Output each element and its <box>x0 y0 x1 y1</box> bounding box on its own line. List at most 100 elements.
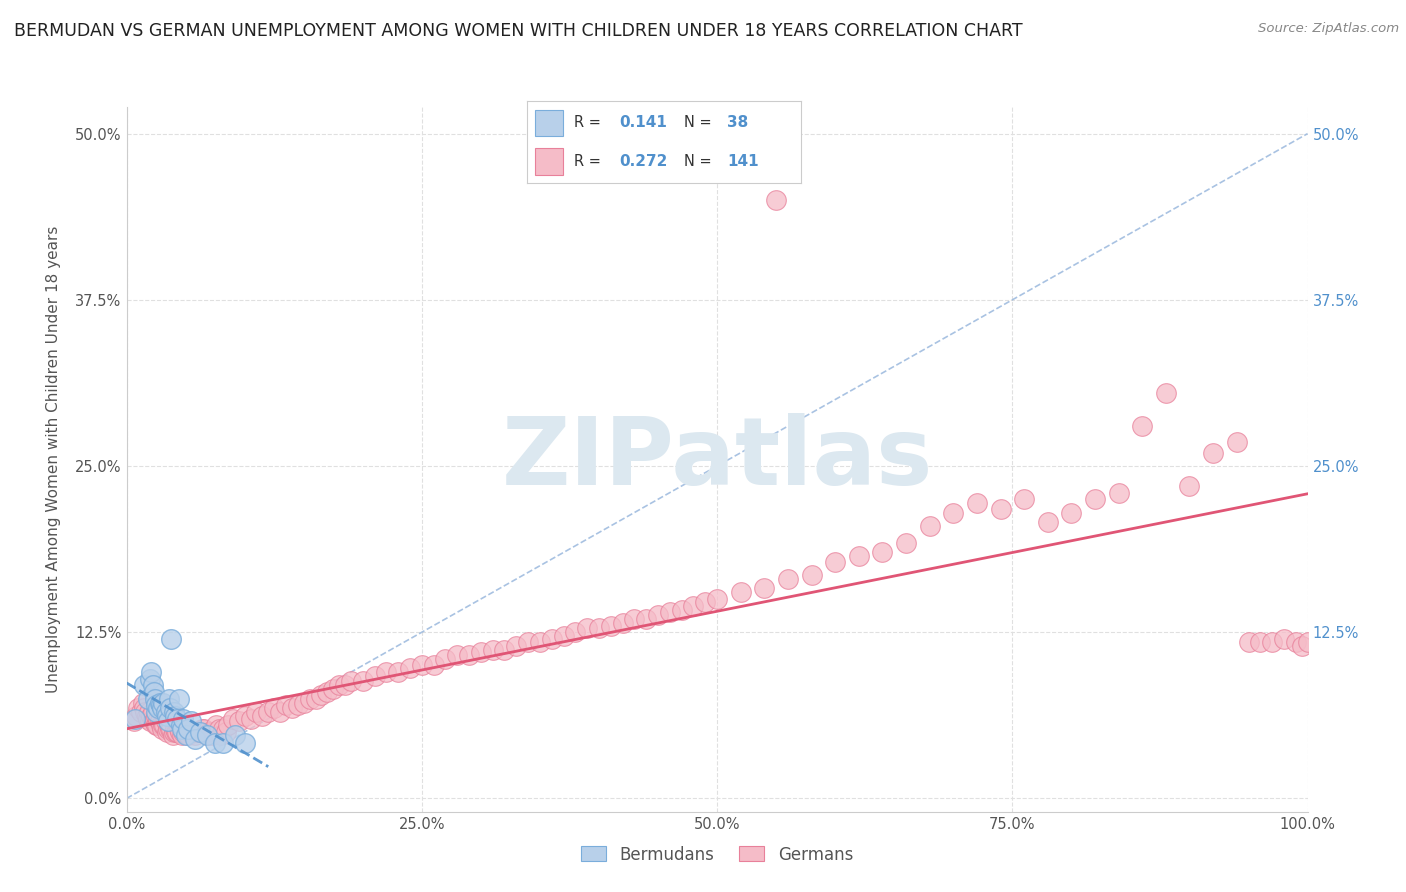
Point <box>1226 435 1249 450</box>
Point <box>212 735 235 749</box>
Point <box>1154 385 1177 400</box>
Point <box>195 728 218 742</box>
Point <box>682 599 704 613</box>
Point <box>129 705 152 719</box>
Point <box>706 592 728 607</box>
Point <box>157 691 180 706</box>
Point <box>1202 446 1225 460</box>
Point <box>163 709 186 723</box>
Point <box>529 634 551 648</box>
Point <box>198 725 221 739</box>
Point <box>1108 485 1130 500</box>
Point <box>1036 515 1059 529</box>
Point <box>200 728 222 742</box>
Point <box>233 709 256 723</box>
Text: 38: 38 <box>727 115 748 130</box>
Text: 0.272: 0.272 <box>619 154 668 169</box>
Point <box>1084 492 1107 507</box>
Point <box>658 605 681 619</box>
Point <box>1012 492 1035 507</box>
Point <box>170 728 193 742</box>
Point <box>181 725 204 739</box>
Point <box>481 642 503 657</box>
Point <box>134 701 156 715</box>
Point <box>156 723 179 737</box>
Point <box>142 714 165 729</box>
Point <box>142 685 165 699</box>
Point <box>160 632 183 646</box>
FancyBboxPatch shape <box>536 110 562 136</box>
Point <box>174 728 197 742</box>
Point <box>172 712 194 726</box>
Point <box>553 629 575 643</box>
Point <box>136 691 159 706</box>
Point <box>263 701 285 715</box>
Point <box>135 709 157 723</box>
Point <box>170 723 193 737</box>
Point <box>127 701 149 715</box>
Point <box>942 506 965 520</box>
Point <box>311 688 333 702</box>
Point <box>149 696 172 710</box>
Point <box>153 718 176 732</box>
Point <box>155 705 177 719</box>
Point <box>193 723 215 737</box>
Y-axis label: Unemployment Among Women with Children Under 18 years: Unemployment Among Women with Children U… <box>46 226 62 693</box>
Text: ZIPatlas: ZIPatlas <box>502 413 932 506</box>
Text: Source: ZipAtlas.com: Source: ZipAtlas.com <box>1258 22 1399 36</box>
Point <box>174 725 197 739</box>
Point <box>872 545 894 559</box>
Point <box>494 642 516 657</box>
Point <box>1178 479 1201 493</box>
Point <box>177 728 200 742</box>
Point <box>730 585 752 599</box>
Point <box>848 549 870 564</box>
Point <box>894 536 917 550</box>
Text: R =: R = <box>574 115 606 130</box>
Point <box>163 705 186 719</box>
Point <box>166 712 188 726</box>
Point <box>188 725 211 739</box>
Point <box>125 709 148 723</box>
Point <box>1272 632 1295 646</box>
Point <box>172 725 194 739</box>
Point <box>208 723 231 737</box>
Point <box>776 572 799 586</box>
Point <box>138 705 160 719</box>
Point <box>340 674 363 689</box>
Point <box>399 661 422 675</box>
Point <box>188 725 211 739</box>
Point <box>145 698 167 713</box>
Point <box>204 735 226 749</box>
Point <box>517 634 540 648</box>
Legend: Bermudans, Germans: Bermudans, Germans <box>575 839 859 871</box>
Point <box>754 582 776 596</box>
Point <box>224 728 246 742</box>
Point <box>184 728 207 742</box>
Point <box>149 714 172 729</box>
Point <box>281 701 304 715</box>
Point <box>148 712 170 726</box>
Point <box>145 705 167 719</box>
Point <box>1130 419 1153 434</box>
Point <box>647 607 669 622</box>
Point <box>163 723 186 737</box>
Text: N =: N = <box>683 115 716 130</box>
Point <box>228 714 250 729</box>
Point <box>217 718 239 732</box>
Point <box>205 718 228 732</box>
Point <box>202 725 225 739</box>
Point <box>470 645 492 659</box>
Point <box>599 618 621 632</box>
Point <box>1296 634 1319 648</box>
Point <box>141 705 163 719</box>
Point <box>136 712 159 726</box>
Point <box>458 648 481 662</box>
Point <box>180 714 202 729</box>
Point <box>165 725 187 739</box>
Point <box>163 725 186 739</box>
Text: 141: 141 <box>727 154 759 169</box>
Point <box>588 621 610 635</box>
Point <box>636 612 658 626</box>
Point <box>233 735 256 749</box>
